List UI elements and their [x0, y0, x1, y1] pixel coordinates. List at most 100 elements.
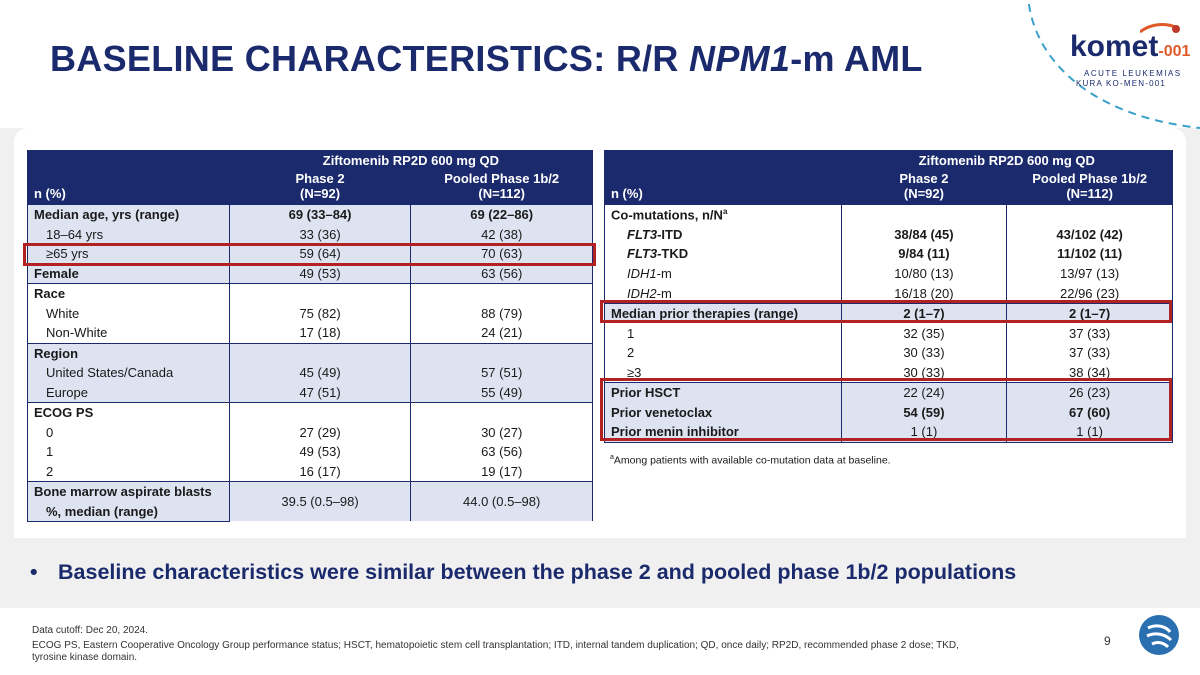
phase2-value: 16/18 (20): [840, 283, 1008, 304]
phase2-line2: (N=92): [300, 186, 341, 201]
phase2-value: 49 (53): [228, 442, 412, 462]
row-label: Europe: [27, 382, 230, 403]
phase2-value: 22 (24): [840, 382, 1008, 403]
row-label: 2: [27, 461, 230, 482]
pooled-value: 24 (21): [410, 323, 593, 344]
table-row: Median prior therapies (range) 2 (1–7) 2…: [604, 302, 1173, 324]
takeaway-text: Baseline characteristics were similar be…: [58, 560, 1017, 584]
table-row: Bone marrow aspirate blasts 39.5 (0.5–98…: [27, 481, 593, 522]
pooled-value: 37 (33): [1006, 323, 1173, 344]
table-row: IDH2-m 16/18 (20) 22/96 (23): [604, 283, 1173, 304]
key-takeaway: • Baseline characteristics were similar b…: [30, 560, 1016, 585]
row-label: Region: [27, 342, 230, 363]
row-label: 18–64 yrs: [27, 224, 230, 245]
row-label: ≥3: [604, 362, 842, 383]
page-number: 9: [1104, 634, 1111, 648]
phase2-value: 30 (33): [840, 362, 1008, 383]
col-header-n: n (%): [27, 170, 230, 205]
phase2-value: 17 (18): [228, 323, 412, 344]
table-row: Prior menin inhibitor 1 (1) 1 (1): [604, 422, 1173, 443]
phase2-value: [228, 283, 412, 304]
pooled-value: 30 (27): [410, 422, 593, 443]
pooled-line2: (N=112): [478, 186, 525, 201]
table-footnote: aAmong patients with available co-mutati…: [610, 454, 891, 467]
row-label: IDH1-m: [604, 263, 842, 284]
table-row: ECOG PS: [27, 401, 593, 423]
phase2-value: 10/80 (13): [840, 263, 1008, 284]
pooled-value: 22/96 (23): [1006, 283, 1173, 304]
row-label: 2: [604, 343, 842, 363]
col-header-phase2: Phase 2 (N=92): [840, 170, 1008, 205]
title-tail: -m AML: [790, 38, 923, 79]
row-label: Bone marrow aspirate blasts: [27, 481, 230, 502]
table-row: 1 32 (35) 37 (33): [604, 323, 1173, 344]
row-label: 1: [27, 442, 230, 462]
pooled-value: 57 (51): [410, 362, 593, 383]
demographics-table: Ziftomenib RP2D 600 mg QD n (%) Phase 2(…: [27, 150, 594, 522]
row-label: White: [27, 303, 230, 324]
decorative-arc: [1027, 0, 1200, 129]
disease-characteristics-table: Ziftomenib RP2D 600 mg QD n (%) Phase 2(…: [604, 150, 1174, 443]
data-cutoff-note: Data cutoff: Dec 20, 2024.: [32, 625, 149, 636]
phase2-value: 16 (17): [228, 461, 412, 482]
col-header-pooled: Pooled Phase 1b/2 (N=112): [410, 170, 593, 205]
pooled-value: 26 (23): [1006, 382, 1173, 403]
pooled-value: 43/102 (42): [1006, 224, 1173, 245]
table-row: %, median (range): [27, 501, 593, 522]
table-row: 2 30 (33) 37 (33): [604, 343, 1173, 363]
row-label: Non-White: [27, 323, 230, 344]
logo-study-code: KURA KO-MEN-001: [1076, 79, 1167, 88]
col-header-pooled: Pooled Phase 1b/2 (N=112): [1006, 170, 1173, 205]
phase2-value: 33 (36): [228, 224, 412, 245]
phase2-value: 38/84 (45): [840, 224, 1008, 245]
table-row: FLT3-ITD 38/84 (45) 43/102 (42): [604, 224, 1173, 245]
pooled-value: 63 (56): [410, 263, 593, 284]
phase2-value: 39.5 (0.5–98): [228, 481, 412, 522]
table-row: 1 49 (53) 63 (56): [27, 442, 593, 462]
pooled-value: 44.0 (0.5–98): [410, 481, 593, 522]
table-row: White 75 (82) 88 (79): [27, 303, 593, 324]
comet-swoosh-icon: [1140, 23, 1180, 34]
table-row: 2 16 (17) 19 (17): [27, 461, 593, 482]
phase2-value: 45 (49): [228, 362, 412, 383]
pooled-value: 2 (1–7): [1006, 302, 1173, 324]
phase2-value: 32 (35): [840, 323, 1008, 344]
row-label: Race: [27, 283, 230, 304]
pooled-value: [410, 401, 593, 423]
pooled-value: 67 (60): [1006, 402, 1173, 423]
pooled-value: 63 (56): [410, 442, 593, 462]
table-row: United States/Canada 45 (49) 57 (51): [27, 362, 593, 383]
phase2-value: 49 (53): [228, 263, 412, 284]
row-label: FLT3-TKD: [604, 244, 842, 264]
table-row: FLT3-TKD 9/84 (11) 11/102 (11): [604, 244, 1173, 264]
row-label: %, median (range): [27, 501, 230, 522]
row-label: United States/Canada: [27, 362, 230, 383]
abbreviations-note: ECOG PS, Eastern Cooperative Oncology Gr…: [32, 640, 959, 663]
phase2-value: [840, 204, 1008, 225]
phase2-value: 59 (64): [228, 244, 412, 264]
header-band: [0, 0, 1200, 128]
row-label: Prior menin inhibitor: [604, 422, 842, 443]
pooled-value: [410, 283, 593, 304]
table-row: Co-mutations, n/Na: [604, 204, 1173, 225]
page-title: BASELINE CHARACTERISTICS: R/R NPM1-m AML: [50, 38, 923, 80]
title-main: BASELINE CHARACTERISTICS: R/R: [50, 38, 690, 79]
table-row: Europe 47 (51) 55 (49): [27, 382, 593, 403]
phase2-value: 9/84 (11): [840, 244, 1008, 264]
pooled-value: 55 (49): [410, 382, 593, 403]
table-row: Prior HSCT 22 (24) 26 (23): [604, 382, 1173, 403]
table-row: Non-White 17 (18) 24 (21): [27, 323, 593, 344]
group-header: Ziftomenib RP2D 600 mg QD: [228, 150, 594, 171]
table-row: Region: [27, 342, 593, 363]
pooled-value: [1006, 204, 1173, 225]
phase2-value: 54 (59): [840, 402, 1008, 423]
row-label: Prior venetoclax: [604, 402, 842, 423]
pooled-value: [410, 342, 593, 363]
pooled-value: 1 (1): [1006, 422, 1173, 443]
pooled-value: 42 (38): [410, 224, 593, 245]
phase2-value: 27 (29): [228, 422, 412, 443]
row-label: Co-mutations, n/Na: [604, 204, 842, 225]
table-row: IDH1-m 10/80 (13) 13/97 (13): [604, 263, 1173, 284]
pooled-value: 69 (22–86): [410, 204, 593, 225]
table-row: 0 27 (29) 30 (27): [27, 422, 593, 443]
